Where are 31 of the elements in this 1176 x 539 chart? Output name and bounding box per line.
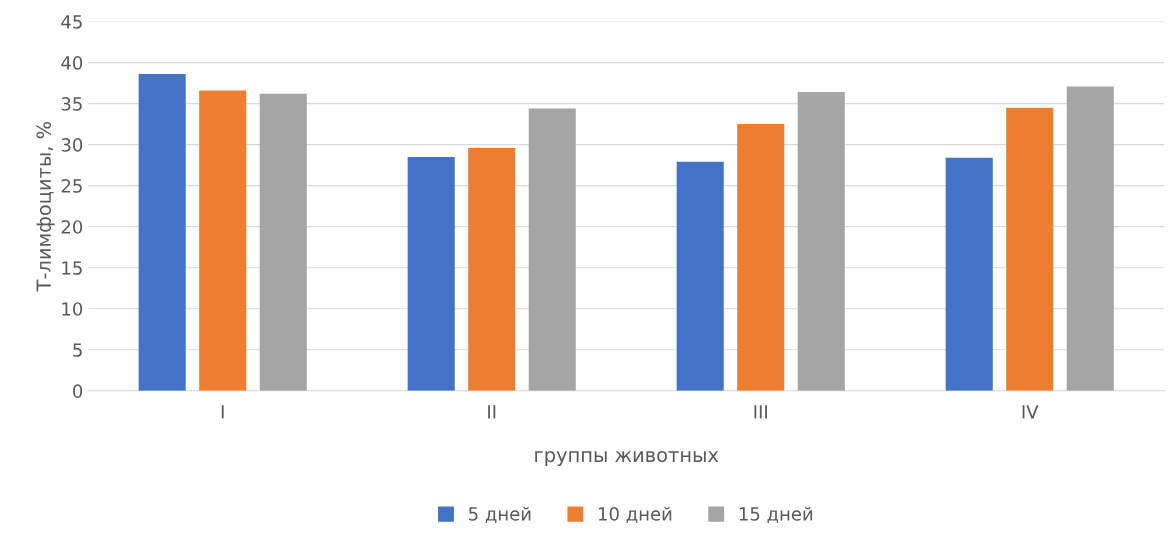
bar — [1066, 86, 1114, 391]
bar — [407, 156, 455, 391]
bar — [945, 157, 993, 391]
legend-label: 5 дней — [469, 506, 531, 523]
bar — [199, 90, 247, 391]
x-tick-label: II — [488, 405, 496, 419]
x-tick-label: III — [754, 405, 767, 419]
y-tick-label: 5 — [73, 343, 82, 357]
y-tick-label: 10 — [62, 302, 83, 316]
y-tick-label: 20 — [61, 220, 83, 234]
bar — [468, 147, 516, 391]
bar — [1006, 107, 1054, 391]
bar — [138, 74, 186, 391]
bar — [528, 108, 576, 391]
y-tick-label: 35 — [61, 97, 82, 111]
y-tick-label: 40 — [61, 56, 83, 70]
bar — [797, 92, 845, 391]
bar — [737, 124, 785, 391]
bar — [676, 161, 724, 391]
y-tick-label: 15 — [62, 261, 82, 275]
y-tick-label: 25 — [61, 179, 82, 193]
y-tick-label: 30 — [61, 138, 83, 152]
y-tick-label: 45 — [61, 15, 82, 29]
legend-label: 15 дней — [739, 506, 813, 523]
x-tick-label: I — [221, 405, 224, 419]
legend-label: 10 дней — [598, 506, 672, 523]
x-tick-label: IV — [1022, 405, 1039, 419]
y-tick-label: 0 — [73, 384, 83, 398]
bar — [259, 93, 307, 391]
x-axis-title: группы животных — [535, 451, 719, 466]
y-axis-title: Т-лимфоциты, % — [36, 121, 55, 292]
